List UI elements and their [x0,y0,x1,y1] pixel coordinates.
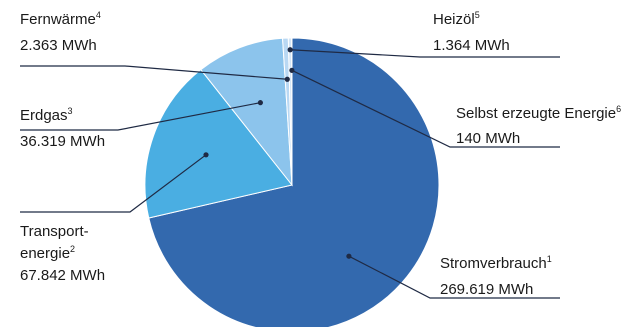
value-label-erdgas: 36.319 MWh [20,133,105,150]
pie-slices [144,37,440,327]
slice-label-transport-energie: Transport- [20,223,89,240]
pie-slice-erdgas [200,37,293,187]
footnote-marker: 4 [96,10,101,20]
value-label-heizoel: 1.364 MWh [433,37,510,54]
slice-label-selbst-erzeugte-energie: Selbst erzeugte Energie6 [456,104,621,122]
label-text: energie [20,245,70,262]
leader-line-heizoel [290,49,560,58]
footnote-marker: 1 [547,254,552,264]
slice-labels: Stromverbrauch1 269.619 MWh Transport-ener… [20,10,621,298]
leader-line-erdgas [20,102,261,131]
footnote-marker: 5 [475,10,480,20]
slice-label-heizoel: Heizöl5 [433,10,480,28]
value-label-stromverbrauch: 269.619 MWh [440,281,533,298]
label-text: Heizöl [433,11,475,28]
leader-dot-heizoel [287,47,293,53]
leader-dot-fernwaerme [284,76,290,82]
leader-line-transport-energie [20,154,207,213]
label-text: Stromverbrauch [440,255,547,272]
value-label-transport-energie: 67.842 MWh [20,267,105,284]
value-label-selbst-erzeugte-energie: 140 MWh [456,130,520,147]
slice-label-transport-energie: energie2 [20,244,75,262]
leader-dot-stromverbrauch [346,253,352,259]
pie-slice-transport-energie [144,68,293,219]
leader-line-selbst-erzeugte-energie [291,69,560,148]
slice-label-stromverbrauch: Stromverbrauch1 [440,254,552,272]
slice-label-erdgas: Erdgas3 [20,106,73,124]
value-label-fernwaerme: 2.363 MWh [20,37,97,54]
leader-lines [20,47,560,299]
leader-line-stromverbrauch [348,255,560,299]
label-text: Erdgas [20,107,68,124]
leader-dot-transport-energie [203,152,209,158]
slice-label-fernwaerme: Fernwärme4 [20,10,101,28]
pie-slice-stromverbrauch [148,37,440,327]
footnote-marker: 3 [68,106,73,116]
label-text: Fernwärme [20,11,96,28]
leader-dot-selbst-erzeugte-energie [289,67,295,73]
leader-dot-erdgas [257,100,263,106]
leader-line-fernwaerme [20,65,288,80]
footnote-marker: 6 [616,104,621,114]
label-text: Selbst erzeugte Energie [456,105,616,122]
footnote-marker: 2 [70,244,75,254]
